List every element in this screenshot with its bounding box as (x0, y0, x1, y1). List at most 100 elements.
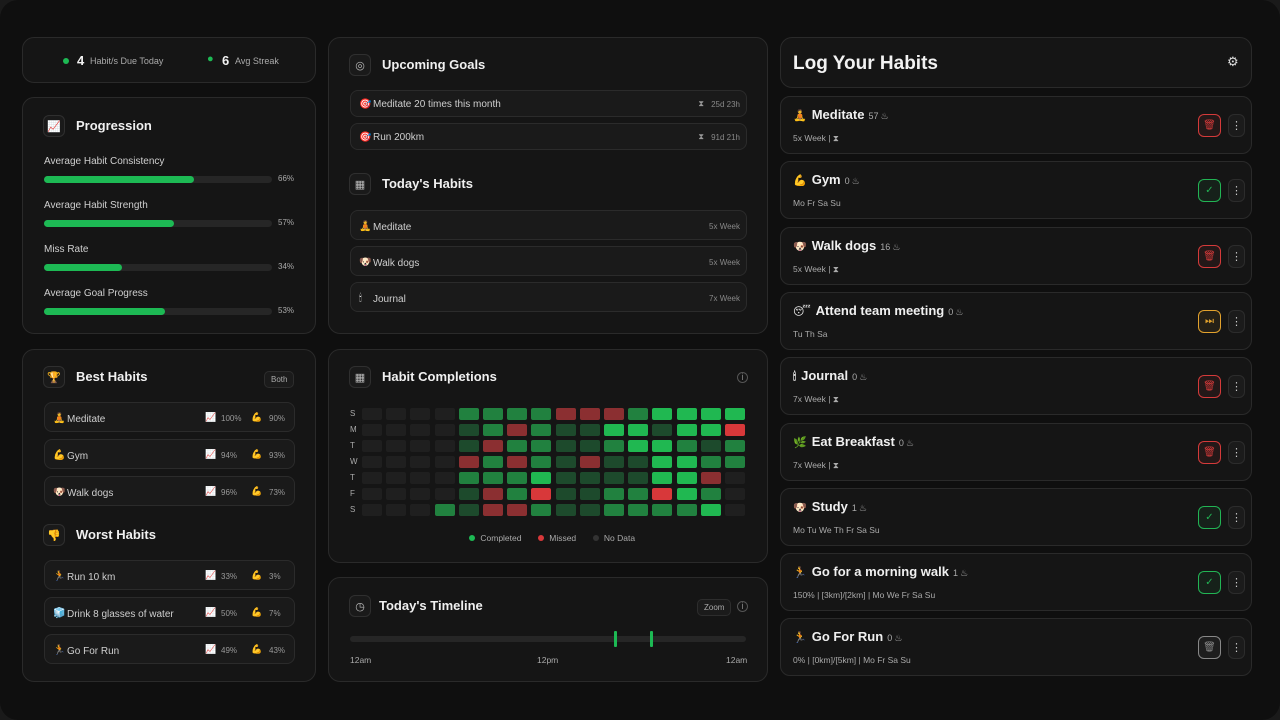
delete-button[interactable]: 🗑 (1198, 375, 1221, 399)
worst-habit-row[interactable]: 🏃 Go For Run 📈 49% 💪 43% (44, 634, 295, 664)
completion-cell[interactable] (579, 424, 600, 436)
completion-cell[interactable] (410, 504, 431, 516)
completion-cell[interactable] (458, 456, 479, 468)
today-habit-row[interactable]: 🧘 Meditate 5x Week (350, 210, 747, 240)
completion-cell[interactable] (604, 408, 624, 420)
log-habit-card[interactable]: 🧘 Meditate 57 ♨ 5x Week | ⧗ 🗑 ⋮ (780, 96, 1252, 154)
best-habit-row[interactable]: 🐶 Walk dogs 📈 96% 💪 73% (44, 476, 295, 506)
completion-cell[interactable] (579, 504, 600, 516)
more-options-icon[interactable]: ⋮ (1228, 571, 1245, 595)
timeline-event-marker[interactable] (650, 631, 653, 647)
log-habit-card[interactable]: 💪 Gym 0 ♨ Mo Fr Sa Su ✓ ⋮ (780, 161, 1252, 220)
more-options-icon[interactable]: ⋮ (1228, 636, 1245, 660)
completion-cell[interactable] (700, 424, 721, 436)
delete-button[interactable]: 🗑 (1198, 244, 1221, 268)
completion-cell[interactable] (700, 504, 721, 516)
completion-cell[interactable] (531, 488, 552, 500)
goal-row[interactable]: 🎯 Meditate 20 times this month ⧗ 25d 23h (350, 90, 747, 117)
completion-cell[interactable] (410, 440, 431, 452)
completion-cell[interactable] (434, 504, 455, 516)
check-button[interactable]: ✓ (1198, 571, 1221, 595)
more-options-icon[interactable]: ⋮ (1228, 309, 1245, 333)
completion-cell[interactable] (458, 440, 479, 452)
completion-cell[interactable] (507, 440, 528, 452)
completion-cell[interactable] (434, 408, 455, 420)
completion-cell[interactable] (676, 440, 697, 452)
completion-cell[interactable] (652, 408, 673, 420)
completion-cell[interactable] (483, 472, 503, 484)
completion-cell[interactable] (555, 456, 576, 468)
completion-cell[interactable] (579, 456, 600, 468)
completion-cell[interactable] (700, 408, 721, 420)
completion-cell[interactable] (628, 456, 649, 468)
completion-cell[interactable] (434, 456, 455, 468)
best-habit-row[interactable]: 💪 Gym 📈 94% 💪 93% (44, 439, 295, 469)
timeline-info-icon[interactable]: i (737, 601, 748, 612)
completion-cell[interactable] (652, 440, 673, 452)
completion-cell[interactable] (604, 440, 624, 452)
log-habit-card[interactable]: 🐶 Walk dogs 16 ♨ 5x Week | ⧗ 🗑 ⋮ (780, 226, 1252, 285)
completion-cell[interactable] (579, 472, 600, 484)
completion-cell[interactable] (362, 488, 382, 500)
completion-cell[interactable] (434, 440, 455, 452)
completion-cell[interactable] (362, 424, 382, 436)
completion-cell[interactable] (628, 424, 649, 436)
completion-cell[interactable] (725, 424, 745, 436)
completion-cell[interactable] (410, 456, 431, 468)
completion-cell[interactable] (628, 488, 649, 500)
completion-cell[interactable] (652, 424, 673, 436)
completion-cell[interactable] (676, 456, 697, 468)
worst-habit-row[interactable]: 🧊 Drink 8 glasses of water 📈 50% 💪 7% (44, 597, 295, 627)
timeline-event-marker[interactable] (614, 631, 617, 647)
worst-habit-row[interactable]: 🏃 Run 10 km 📈 33% 💪 3% (44, 560, 295, 590)
completion-cell[interactable] (604, 456, 624, 468)
completion-cell[interactable] (507, 456, 528, 468)
best-filter-button[interactable]: Both (264, 371, 295, 388)
completion-cell[interactable] (700, 488, 721, 500)
completion-cell[interactable] (458, 488, 479, 500)
log-habit-card[interactable]: 🏃 Go for a morning walk 1 ♨ 150% | [3km]/[2k… (780, 553, 1252, 612)
completion-cell[interactable] (507, 504, 528, 516)
info-icon[interactable]: i (737, 372, 748, 383)
completion-cell[interactable] (700, 440, 721, 452)
completion-cell[interactable] (434, 488, 455, 500)
completion-cell[interactable] (531, 456, 552, 468)
log-habit-card[interactable]: 🌿 Eat Breakfast 0 ♨ 7x Week | ⧗ 🗑 ⋮ (780, 422, 1252, 481)
completion-cell[interactable] (531, 424, 552, 436)
completion-cell[interactable] (628, 408, 649, 420)
completion-cell[interactable] (458, 424, 479, 436)
completion-cell[interactable] (386, 408, 407, 420)
completion-cell[interactable] (410, 424, 431, 436)
completion-cell[interactable] (362, 440, 382, 452)
zoom-button[interactable]: Zoom (697, 599, 732, 616)
log-habit-card[interactable]: 🕯 Journal 0 ♨ 7x Week | ⧗ 🗑 ⋮ (780, 357, 1252, 416)
completion-cell[interactable] (483, 456, 503, 468)
completion-cell[interactable] (386, 440, 407, 452)
completion-cell[interactable] (579, 488, 600, 500)
completion-cell[interactable] (555, 504, 576, 516)
completion-cell[interactable] (555, 488, 576, 500)
completion-cell[interactable] (458, 472, 479, 484)
more-options-icon[interactable]: ⋮ (1228, 505, 1245, 529)
check-button[interactable]: ✓ (1198, 505, 1221, 529)
completion-cell[interactable] (531, 408, 552, 420)
completion-cell[interactable] (579, 408, 600, 420)
more-options-icon[interactable]: ⋮ (1228, 114, 1245, 137)
completion-cell[interactable] (628, 472, 649, 484)
completion-cell[interactable] (410, 408, 431, 420)
completion-cell[interactable] (483, 504, 503, 516)
completion-cell[interactable] (555, 408, 576, 420)
timeline-track[interactable] (350, 636, 746, 642)
today-habit-row[interactable]: 🐶 Walk dogs 5x Week (350, 246, 747, 276)
completion-cell[interactable] (458, 408, 479, 420)
completion-cell[interactable] (386, 472, 407, 484)
completion-cell[interactable] (676, 504, 697, 516)
completion-cell[interactable] (386, 456, 407, 468)
completion-cell[interactable] (483, 440, 503, 452)
completion-cell[interactable] (507, 472, 528, 484)
best-habit-row[interactable]: 🧘 Meditate 📈 100% 💪 90% (44, 402, 295, 432)
completion-cell[interactable] (410, 472, 431, 484)
completion-cell[interactable] (531, 504, 552, 516)
completion-cell[interactable] (531, 472, 552, 484)
completion-cell[interactable] (507, 424, 528, 436)
